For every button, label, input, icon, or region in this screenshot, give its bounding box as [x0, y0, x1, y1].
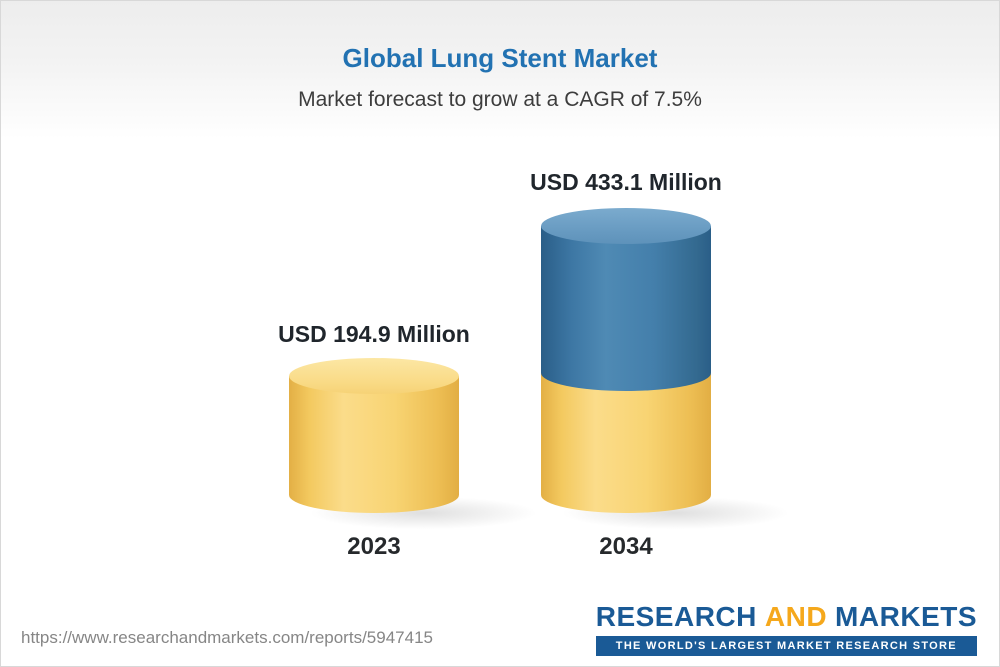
- chart-subtitle: Market forecast to grow at a CAGR of 7.5…: [298, 88, 702, 111]
- logo-word-research: RESEARCH: [595, 601, 757, 632]
- bar-2034-base-segment: [541, 373, 711, 513]
- value-label-2034: USD 433.1 Million: [530, 169, 722, 195]
- header-background: [1, 1, 999, 139]
- bar-2034-growth-segment: [541, 226, 711, 391]
- bar-2023-top: [289, 358, 459, 394]
- research-and-markets-logo: RESEARCH AND MARKETS THE WORLD'S LARGEST M…: [595, 601, 977, 656]
- chart-title: Global Lung Stent Market: [342, 43, 658, 73]
- logo-wordmark: RESEARCH AND MARKETS: [596, 601, 977, 633]
- bar-2034: [541, 208, 711, 513]
- value-label-2023: USD 194.9 Million: [278, 321, 470, 347]
- logo-word-markets: MARKETS: [835, 601, 977, 632]
- bar-2023: [289, 358, 459, 513]
- category-label-2023: 2023: [347, 533, 401, 560]
- logo-tagline: THE WORLD'S LARGEST MARKET RESEARCH STOR…: [595, 636, 977, 656]
- bar-2034-top: [541, 208, 711, 244]
- category-label-2034: 2034: [599, 533, 653, 560]
- report-url: https://www.researchandmarkets.com/repor…: [21, 628, 433, 647]
- logo-word-and: AND: [764, 601, 828, 632]
- bar-2023-body: [289, 376, 459, 513]
